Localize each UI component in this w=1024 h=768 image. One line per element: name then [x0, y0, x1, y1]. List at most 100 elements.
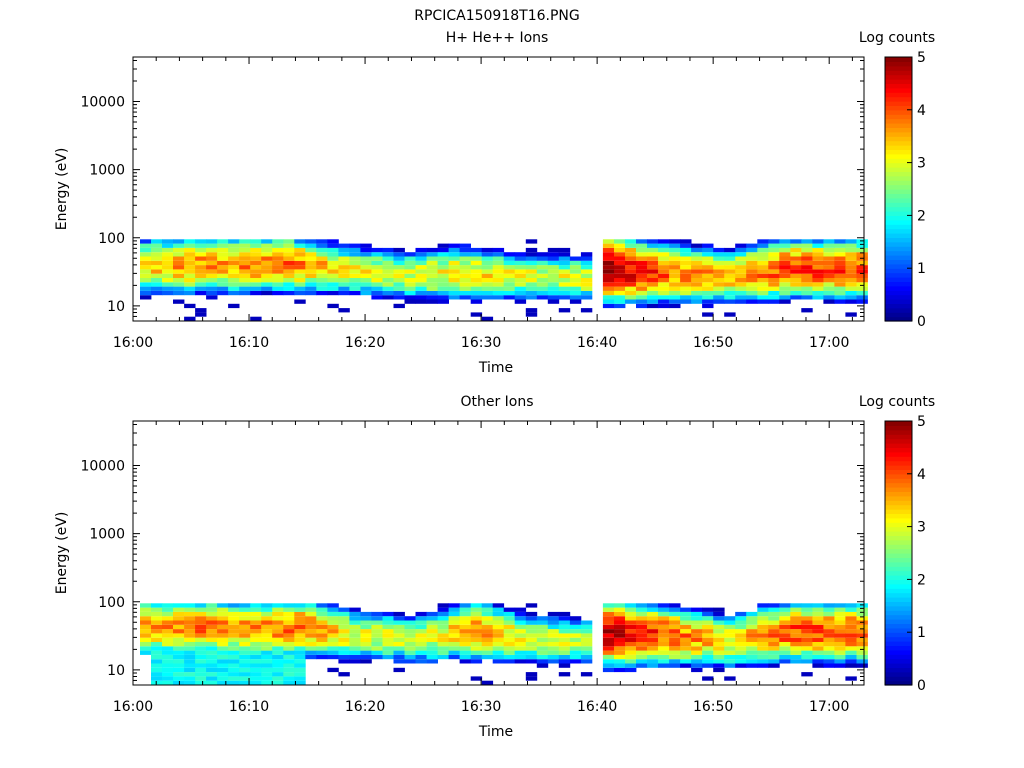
heatmap-cell	[558, 269, 571, 274]
heatmap-cell	[680, 646, 692, 651]
heatmap-cell	[845, 642, 857, 647]
heatmap-cell	[151, 607, 163, 612]
heatmap-cell	[834, 642, 846, 647]
heatmap-cell	[437, 607, 449, 612]
heatmap-cell	[602, 239, 615, 244]
heatmap-cell	[680, 611, 692, 617]
heatmap-cell	[283, 278, 295, 283]
heatmap-cell	[415, 295, 427, 300]
heatmap-cell	[316, 273, 328, 278]
heatmap-cell	[602, 252, 615, 257]
heatmap-cell	[195, 659, 207, 664]
colorbar-swatch	[885, 180, 912, 186]
heatmap-cell	[536, 642, 549, 647]
heatmap-cell	[261, 633, 273, 638]
heatmap-cell	[680, 663, 692, 668]
heatmap-cell	[558, 265, 571, 270]
heatmap-cell	[327, 624, 339, 630]
heatmap-cell	[184, 676, 196, 681]
heatmap-cell	[459, 290, 471, 296]
heatmap-cell	[602, 603, 615, 608]
heatmap-cell	[206, 659, 218, 664]
heatmap-cell	[437, 620, 449, 625]
heatmap-cell	[746, 663, 758, 668]
heatmap-cell	[162, 269, 174, 274]
heatmap-cell	[602, 243, 615, 248]
heatmap-cell	[448, 278, 460, 283]
heatmap-cell	[327, 290, 339, 296]
heatmap-cell	[239, 611, 251, 617]
heatmap-cell	[217, 282, 229, 287]
heatmap-cell	[691, 637, 703, 642]
heatmap-cell	[305, 256, 317, 261]
heatmap-cell	[448, 269, 460, 274]
heatmap-cell	[338, 282, 350, 287]
heatmap-cell	[426, 637, 438, 642]
heatmap-cell	[503, 286, 516, 291]
colorbar-swatch	[885, 429, 912, 435]
heatmap-cell	[360, 624, 372, 630]
heatmap-cell	[525, 295, 538, 300]
heatmap-cell	[272, 252, 284, 257]
heatmap-cell	[636, 260, 648, 266]
heatmap-cell	[195, 269, 207, 274]
heatmap-cell	[305, 603, 317, 608]
heatmap-cell	[691, 260, 703, 266]
heatmap-cell	[437, 624, 449, 630]
heatmap-cell	[691, 607, 703, 612]
heatmap-cell	[228, 654, 240, 660]
heatmap-cell	[382, 616, 394, 621]
heatmap-cell	[558, 646, 571, 651]
heatmap-cell	[713, 642, 725, 647]
colorbar-swatch	[885, 469, 912, 475]
colorbar-swatch	[885, 241, 912, 247]
heatmap-cell	[547, 295, 560, 300]
heatmap-cell	[371, 286, 383, 291]
heatmap-cell	[779, 239, 791, 244]
heatmap-cell	[316, 256, 328, 261]
heatmap-cell	[514, 633, 527, 638]
heatmap-cell	[647, 252, 659, 257]
heatmap-cell	[371, 642, 383, 647]
heatmap-cell	[294, 239, 306, 244]
heatmap-cell	[470, 676, 483, 681]
colorbar-tick-label: 0	[917, 314, 926, 330]
heatmap-cell	[349, 286, 361, 291]
heatmap-cell	[173, 260, 185, 266]
heatmap-cell	[338, 624, 350, 630]
heatmap-cell	[316, 607, 328, 612]
heatmap-cell	[691, 295, 703, 300]
heatmap-cell	[327, 269, 339, 274]
heatmap-cell	[757, 299, 769, 304]
heatmap-cell	[162, 663, 174, 668]
heatmap-cell	[294, 680, 306, 685]
heatmap-cell	[525, 308, 538, 313]
heatmap-cell	[261, 672, 273, 677]
heatmap-cell	[658, 620, 670, 625]
colorbar-swatch	[885, 197, 912, 203]
heatmap-cell	[195, 611, 207, 617]
heatmap-cell	[735, 290, 747, 296]
heatmap-cell	[294, 243, 306, 248]
heatmap-cell	[580, 633, 593, 638]
heatmap-cell	[327, 607, 339, 612]
heatmap-cell	[305, 629, 317, 634]
heatmap-cell	[349, 265, 361, 270]
heatmap-cell	[272, 642, 284, 647]
heatmap-cell	[647, 239, 659, 244]
heatmap-cell	[426, 650, 438, 655]
heatmap-cell	[437, 603, 449, 608]
x-tick-label: 16:10	[229, 335, 269, 351]
heatmap-cell	[503, 659, 516, 664]
heatmap-cell	[614, 273, 626, 278]
heatmap-cell	[558, 273, 571, 278]
heatmap-cell	[382, 629, 394, 634]
heatmap-cell	[437, 633, 449, 638]
heatmap-cell	[536, 286, 549, 291]
heatmap-cell	[437, 243, 449, 248]
heatmap-cell	[371, 616, 383, 621]
heatmap-cell	[294, 252, 306, 257]
colorbar-frame	[884, 420, 913, 686]
heatmap-cell	[790, 642, 802, 647]
heatmap-cell	[272, 633, 284, 638]
